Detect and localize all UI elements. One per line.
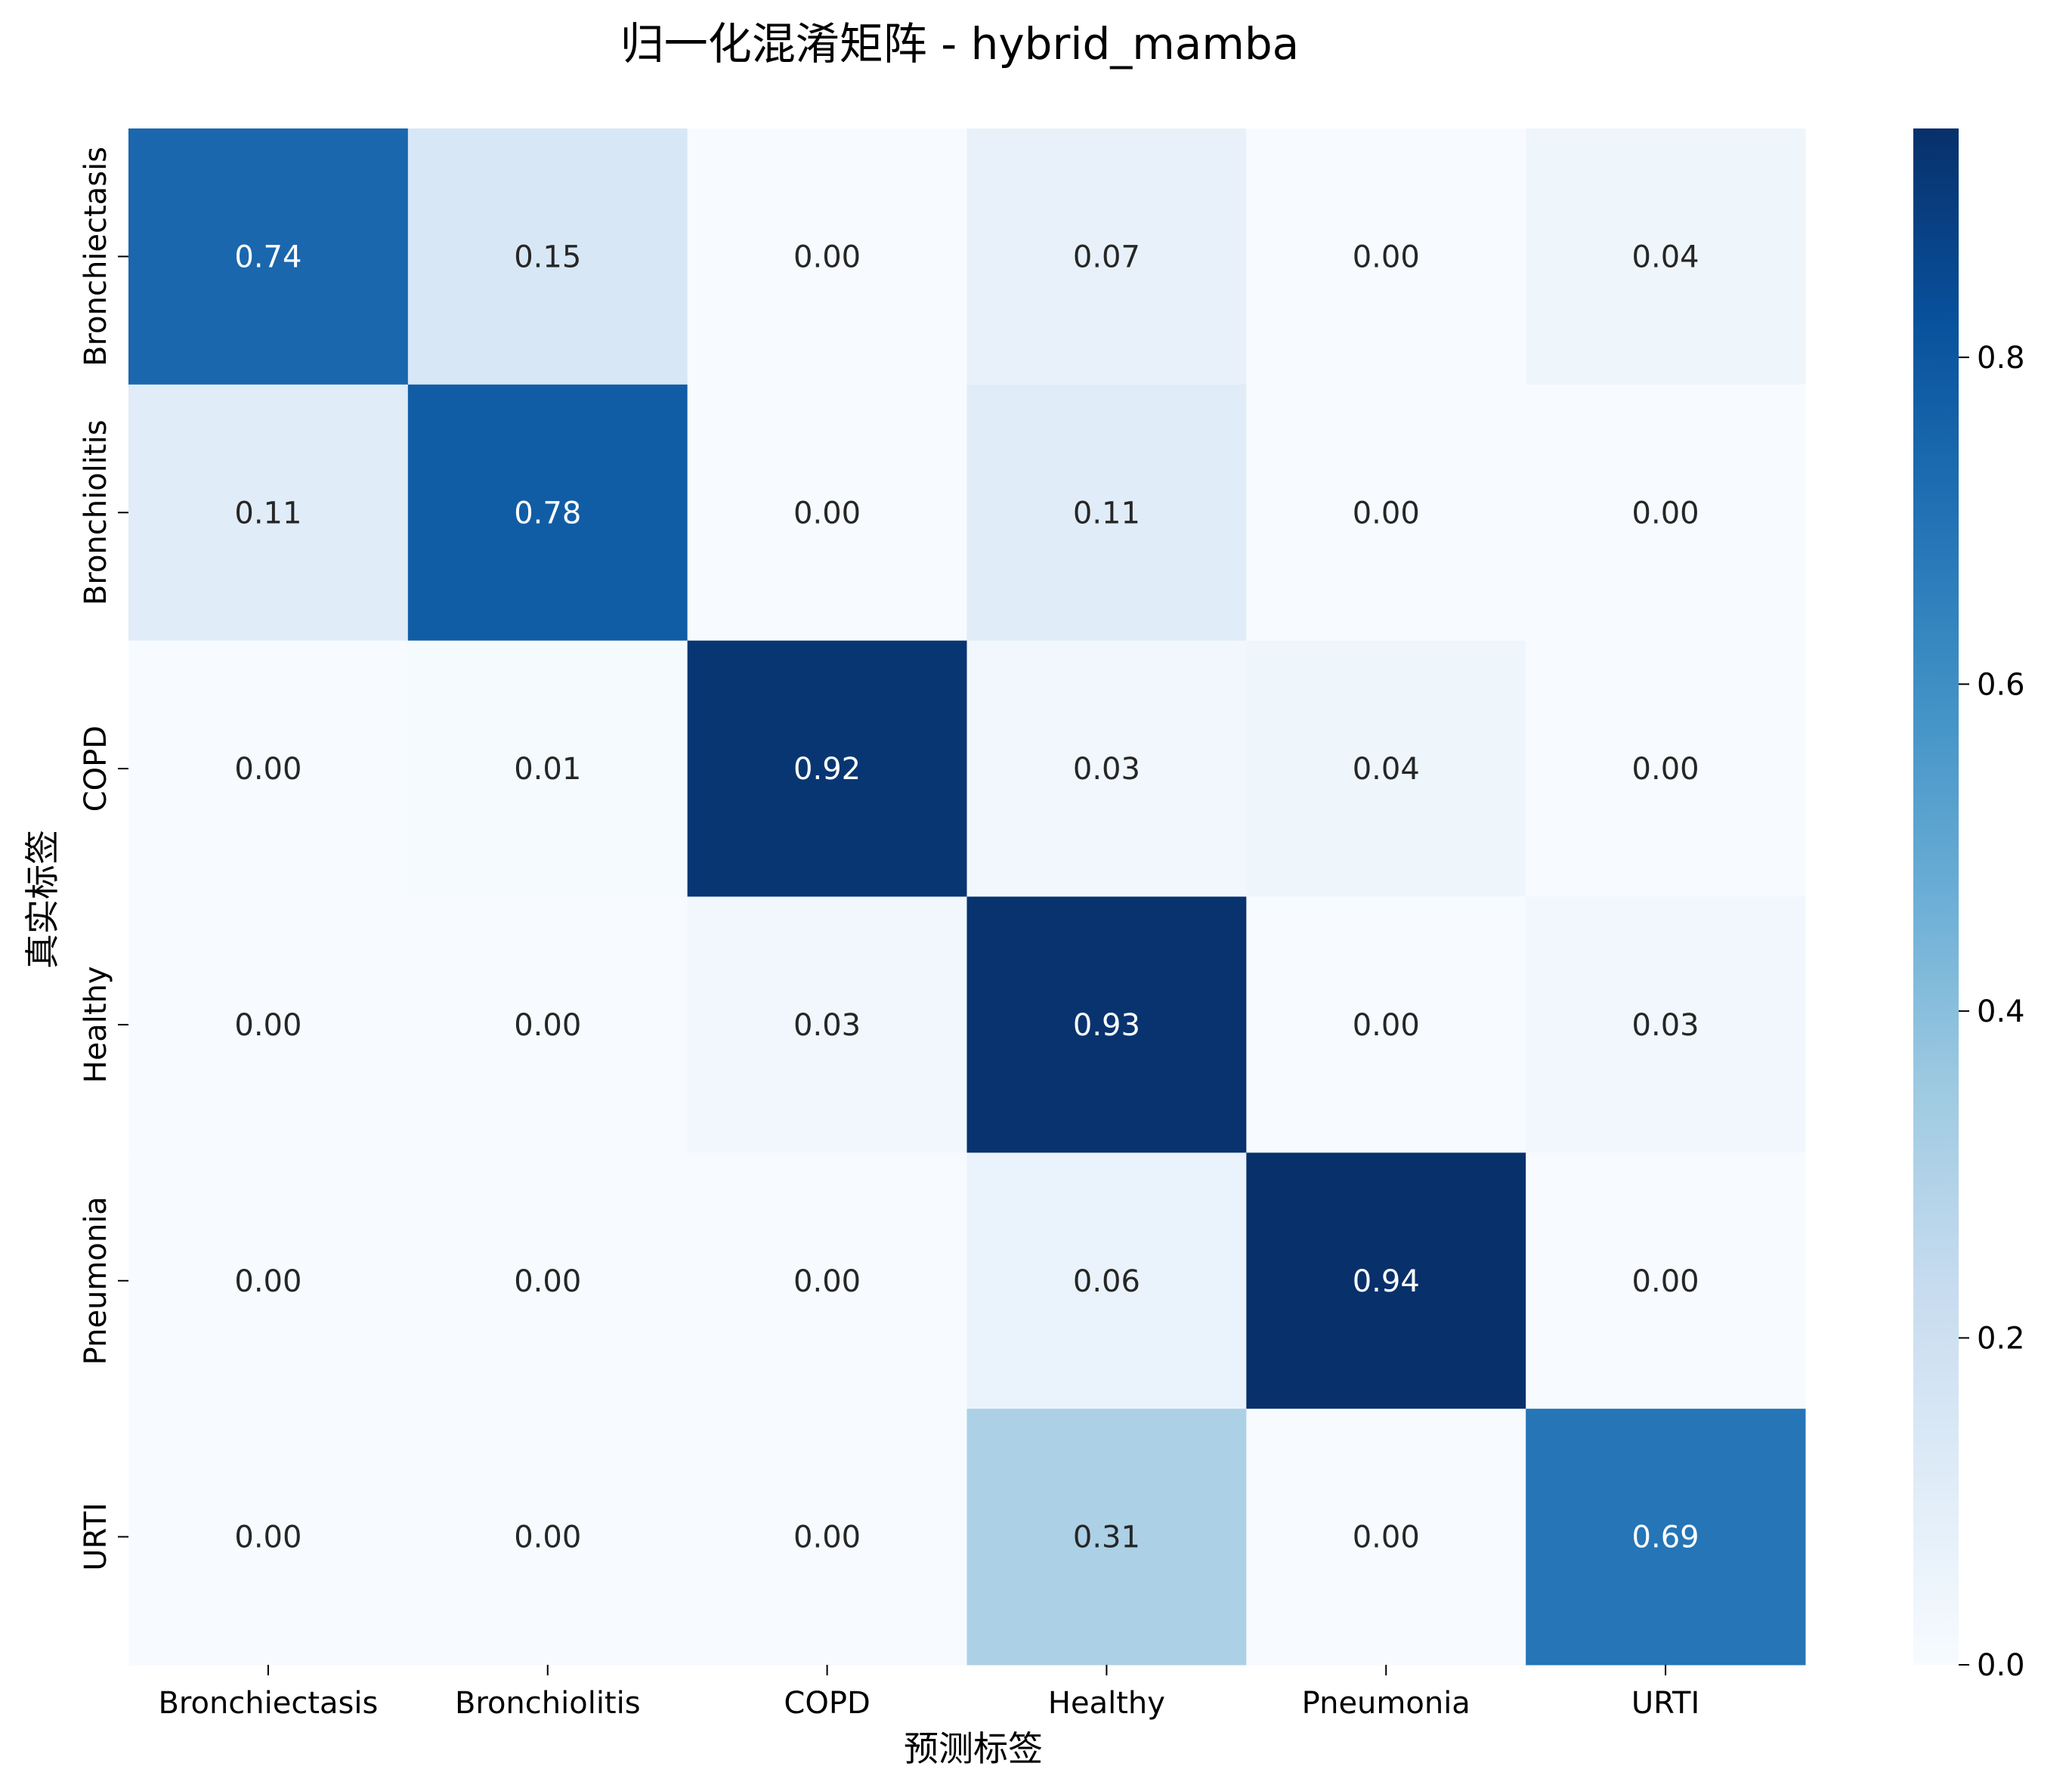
cell-value-label: 0.04 xyxy=(1632,240,1699,274)
heatmap-cell xyxy=(1526,1152,1806,1409)
heatmap-cell xyxy=(407,1409,688,1666)
cell-value-label: 0.04 xyxy=(1353,752,1420,787)
cell-value-label: 0.31 xyxy=(1073,1520,1140,1555)
cell-value-label: 0.11 xyxy=(234,496,302,530)
x-tick-label: URTI xyxy=(1631,1686,1699,1721)
heatmap-cell xyxy=(687,1152,967,1409)
heatmap-cell xyxy=(407,1152,688,1409)
y-tick-label: Bronchiolitis xyxy=(79,419,113,605)
heatmap-cell xyxy=(1246,384,1526,642)
cell-value-label: 0.00 xyxy=(1353,240,1420,274)
heatmap-cell xyxy=(128,896,409,1153)
heatmap-cell xyxy=(1246,640,1526,897)
heatmap-cell xyxy=(687,1409,967,1666)
heatmap-cell xyxy=(128,1409,409,1666)
cell-value-label: 0.03 xyxy=(1632,1008,1699,1043)
heatmap-cell xyxy=(407,896,688,1153)
cell-value-label: 0.69 xyxy=(1632,1520,1699,1555)
y-tick-label: COPD xyxy=(79,725,113,812)
heatmap-cell xyxy=(128,640,409,897)
heatmap-cell xyxy=(966,896,1247,1153)
cell-value-label: 0.00 xyxy=(793,496,861,530)
heatmap-cell xyxy=(966,384,1247,642)
colorbar-tick-label: 0.2 xyxy=(1977,1321,2025,1356)
cell-value-label: 0.00 xyxy=(514,1264,581,1299)
heatmap-cell xyxy=(687,128,967,385)
cell-value-label: 0.03 xyxy=(793,1008,861,1043)
cell-value-label: 0.00 xyxy=(1353,1520,1420,1555)
cell-value-label: 0.93 xyxy=(1073,1008,1140,1043)
cell-value-label: 0.00 xyxy=(234,752,302,787)
heatmap-cell xyxy=(966,128,1247,385)
cell-value-label: 0.00 xyxy=(514,1520,581,1555)
cell-value-label: 0.94 xyxy=(1353,1264,1420,1299)
cell-value-label: 0.00 xyxy=(1632,1264,1699,1299)
colorbar: 0.0 0.2 0.4 0.6 0.8 xyxy=(1913,128,2025,1683)
colorbar-gradient xyxy=(1913,128,1959,1665)
heatmap-cell xyxy=(1246,1152,1526,1409)
cell-value-label: 0.00 xyxy=(234,1264,302,1299)
heatmap-cell xyxy=(128,1152,409,1409)
heatmap-cell xyxy=(128,128,409,385)
heatmap-cell xyxy=(1246,128,1526,385)
heatmap-cell xyxy=(1526,1409,1806,1666)
y-tick-label: Bronchiectasis xyxy=(79,147,113,367)
heatmap-cell xyxy=(687,640,967,897)
x-tick-label: Bronchiolitis xyxy=(455,1686,641,1721)
heatmap-grid: 0.74 0.15 0.00 0.07 0.00 0.04 0.11 0.78 0.00 0.11… xyxy=(128,128,1806,1666)
chart-title: 归一化混淆矩阵 - hybrid_mamba xyxy=(620,18,1299,70)
heatmap-cell xyxy=(1526,384,1806,642)
cell-value-label: 0.00 xyxy=(1353,496,1420,530)
heatmap-cell xyxy=(407,384,688,642)
heatmap-cell xyxy=(966,1152,1247,1409)
cell-value-label: 0.00 xyxy=(514,1008,581,1043)
cell-value-label: 0.01 xyxy=(514,752,581,787)
cell-value-label: 0.00 xyxy=(793,240,861,274)
cell-value-label: 0.06 xyxy=(1073,1264,1140,1299)
heatmap-cell xyxy=(687,896,967,1153)
heatmap-cell xyxy=(407,128,688,385)
cell-value-label: 0.74 xyxy=(234,240,302,274)
colorbar-tick-label: 0.4 xyxy=(1977,994,2025,1029)
cell-value-label: 0.07 xyxy=(1073,240,1140,274)
heatmap-cell xyxy=(1246,1409,1526,1666)
x-tick-label: Bronchiectasis xyxy=(158,1686,378,1721)
heatmap-cell xyxy=(128,384,409,642)
cell-value-label: 0.00 xyxy=(793,1520,861,1555)
x-tick-label: Pneumonia xyxy=(1302,1686,1471,1721)
heatmap-cell xyxy=(1526,640,1806,897)
heatmap-cell xyxy=(966,1409,1247,1666)
cell-value-label: 0.15 xyxy=(514,240,581,274)
cell-value-label: 0.78 xyxy=(514,496,581,530)
heatmap-cell xyxy=(1526,896,1806,1153)
cell-value-label: 0.92 xyxy=(793,752,861,787)
y-tick-label: Healthy xyxy=(79,966,113,1083)
heatmap-cell xyxy=(966,640,1247,897)
cell-value-label: 0.00 xyxy=(1353,1008,1420,1043)
cell-value-label: 0.00 xyxy=(234,1520,302,1555)
y-axis-label: 真实标签 xyxy=(22,830,63,969)
heatmap-cell xyxy=(687,384,967,642)
x-axis: Bronchiectasis Bronchiolitis COPD Healthy Pn… xyxy=(158,1665,1699,1721)
cell-value-label: 0.00 xyxy=(1632,496,1699,530)
cell-value-label: 0.00 xyxy=(1632,752,1699,787)
x-tick-label: COPD xyxy=(784,1686,870,1721)
y-axis: Bronchiectasis Bronchiolitis COPD Healthy Pn… xyxy=(79,147,128,1571)
heatmap-cell xyxy=(407,640,688,897)
colorbar-tick-label: 0.0 xyxy=(1977,1648,2025,1683)
heatmap-cell xyxy=(1246,896,1526,1153)
heatmap-cell xyxy=(1526,128,1806,385)
cell-value-label: 0.11 xyxy=(1073,496,1140,530)
colorbar-tick-label: 0.8 xyxy=(1977,341,2025,376)
y-tick-label: Pneumonia xyxy=(79,1196,113,1365)
cell-value-label: 0.00 xyxy=(793,1264,861,1299)
cell-value-label: 0.00 xyxy=(234,1008,302,1043)
cell-value-label: 0.03 xyxy=(1073,752,1140,787)
x-tick-label: Healthy xyxy=(1048,1686,1165,1721)
colorbar-tick-label: 0.6 xyxy=(1977,667,2025,702)
y-tick-label: URTI xyxy=(79,1502,113,1570)
x-axis-label: 预测标签 xyxy=(904,1728,1043,1769)
